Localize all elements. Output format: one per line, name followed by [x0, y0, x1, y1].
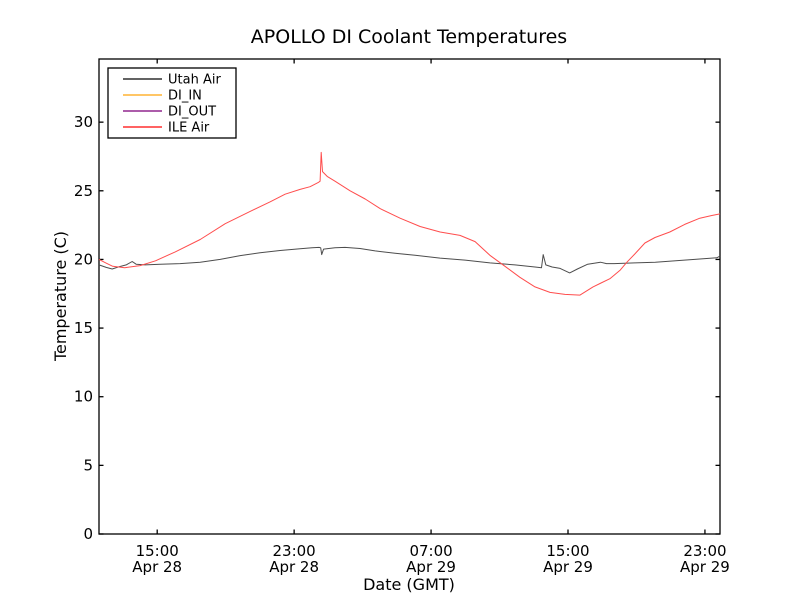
x-tick-label-date: Apr 28 — [132, 558, 182, 576]
y-tick-label: 25 — [74, 182, 93, 200]
y-tick-label: 10 — [74, 388, 93, 406]
legend-label-ile-air: ILE Air — [168, 121, 210, 136]
y-tick-label: 20 — [74, 250, 93, 268]
x-tick-label-date: Apr 29 — [543, 558, 593, 576]
series-line-ile-air — [98, 151, 721, 296]
y-tick-label: 15 — [74, 319, 93, 337]
x-tick-label-time: 15:00 — [136, 542, 179, 560]
x-tick-label-date: Apr 29 — [680, 558, 730, 576]
series-layer — [98, 151, 721, 296]
x-tick-label-date: Apr 28 — [269, 558, 319, 576]
series-line-utah-air — [98, 246, 721, 274]
x-tick-label-time: 23:00 — [683, 542, 726, 560]
y-axis-label: Temperature (C) — [51, 231, 70, 362]
y-tick-label: 0 — [83, 525, 93, 543]
x-tick-label-time: 23:00 — [273, 542, 316, 560]
y-tick-label: 30 — [74, 113, 93, 131]
legend-label-di-out: DI_OUT — [168, 105, 216, 120]
legend: Utah Air DI_IN DI_OUT ILE Air — [107, 67, 237, 139]
legend-label-utah-air: Utah Air — [168, 73, 221, 88]
legend-label-di-in: DI_IN — [168, 89, 202, 104]
x-tick-label-date: Apr 29 — [406, 558, 456, 576]
y-tick-label: 5 — [83, 456, 93, 474]
x-tick-label-time: 07:00 — [409, 542, 452, 560]
x-tick-label-time: 15:00 — [546, 542, 589, 560]
chart-title: APOLLO DI Coolant Temperatures — [251, 26, 567, 48]
x-axis-label: Date (GMT) — [363, 575, 455, 594]
